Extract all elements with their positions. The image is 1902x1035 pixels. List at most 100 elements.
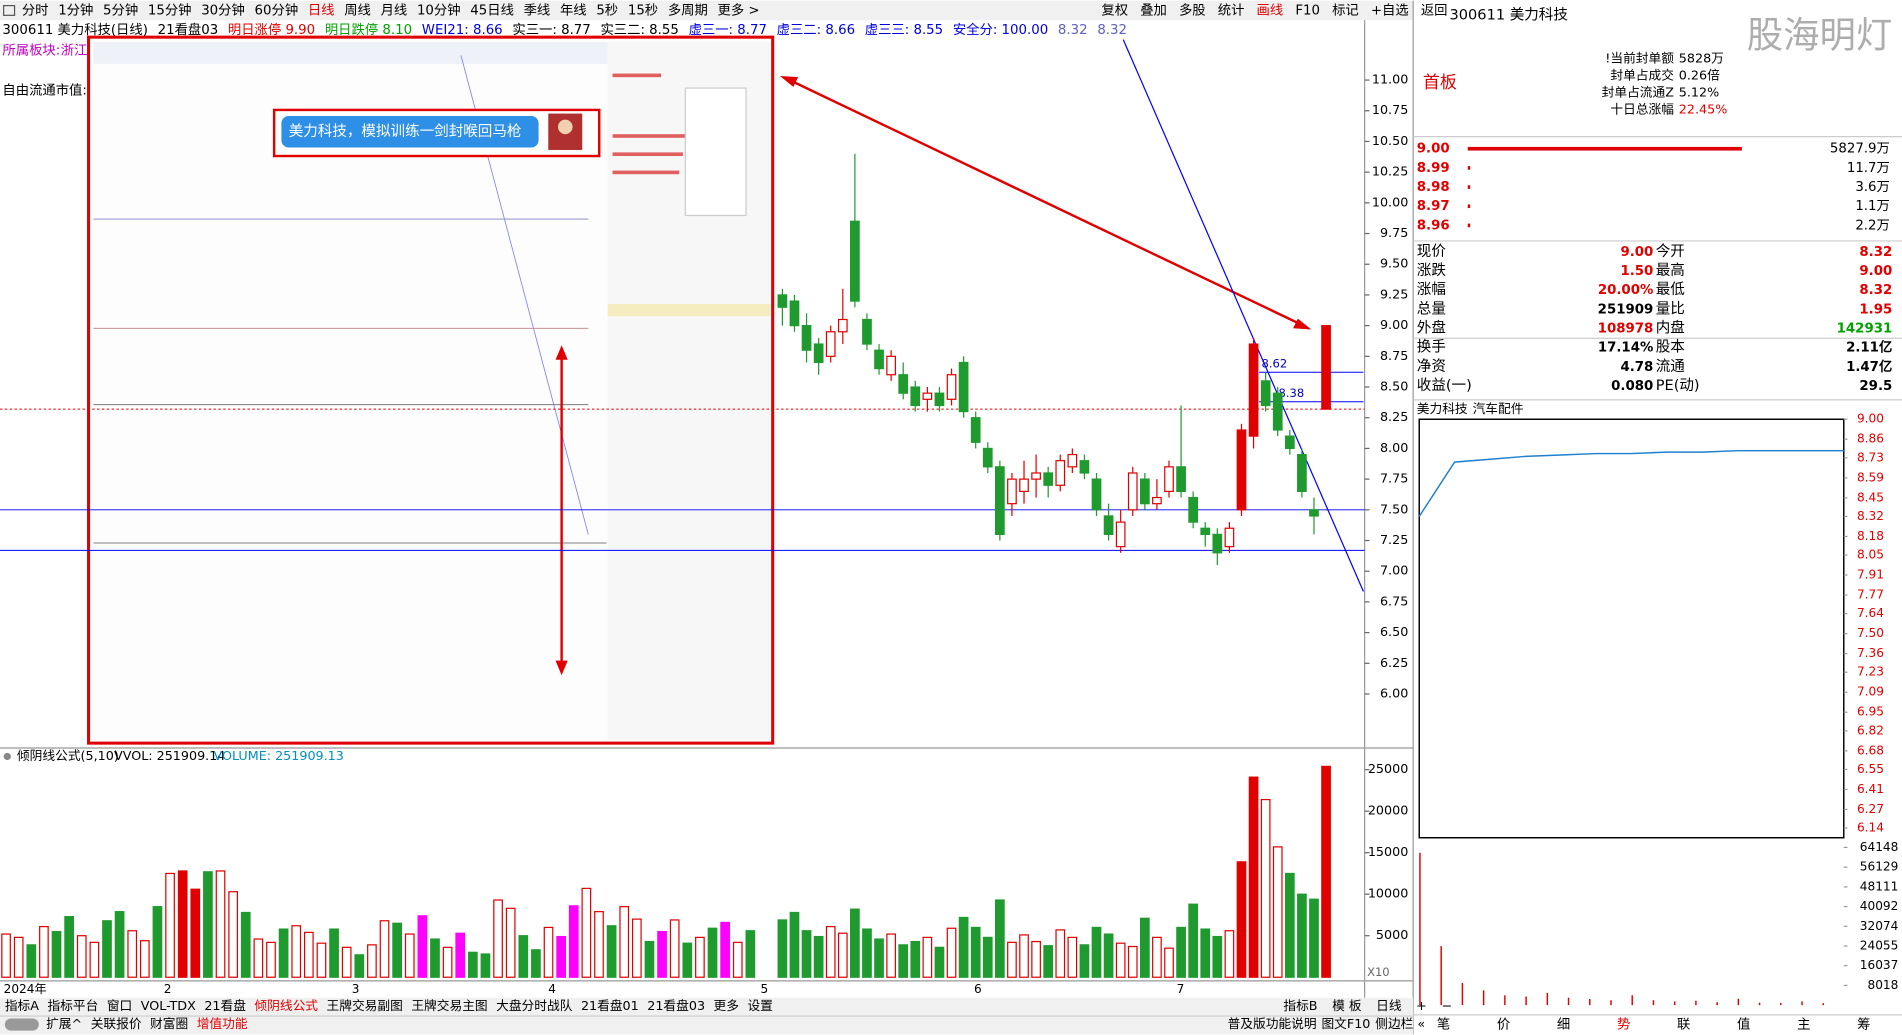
y-tick-label: 10.75	[1372, 103, 1408, 118]
indicator-tab[interactable]: 指标平台	[47, 999, 98, 1014]
volume-bar	[922, 936, 933, 978]
info-item: 明日跌停 8.10	[325, 21, 412, 38]
bid-volume: 5827.9万	[1830, 142, 1890, 157]
volume-bar	[898, 944, 909, 978]
inset-bar	[612, 134, 686, 138]
date-label: 3	[352, 982, 360, 996]
indicator-tab[interactable]: 21看盘	[204, 998, 246, 1014]
side-tab[interactable]: 值	[1737, 1017, 1750, 1033]
period-tab[interactable]: 60分钟	[255, 1, 299, 18]
side-tab[interactable]: 筹	[1857, 1016, 1870, 1033]
indicator-tab[interactable]: −	[1441, 999, 1452, 1014]
intraday-tick-label: 8.59	[1857, 470, 1884, 484]
indicator-tab[interactable]: 模 板	[1332, 999, 1362, 1014]
bid-bar	[1467, 146, 1742, 151]
indicator-tab[interactable]: 大盘分时战队	[496, 998, 573, 1014]
indicator-tab[interactable]: 窗口	[107, 999, 132, 1014]
tool-button[interactable]: 返回	[1421, 2, 1448, 18]
bottom-link[interactable]: 关联报价	[91, 1017, 142, 1032]
candle-body	[922, 392, 933, 400]
indicator-tab[interactable]: +	[1416, 999, 1427, 1014]
indicator-tab[interactable]: 指标A	[5, 999, 39, 1014]
period-tab[interactable]: 更多 >	[718, 1, 760, 18]
period-tab[interactable]: 15分钟	[148, 1, 192, 18]
volume-bar	[1224, 930, 1235, 978]
intraday-tick-label: 6.27	[1857, 802, 1884, 816]
tool-button[interactable]: +自选	[1371, 2, 1409, 18]
bottom-link[interactable]: 财富圈	[150, 1016, 188, 1032]
period-tab[interactable]: 30分钟	[201, 1, 245, 18]
tool-button[interactable]: F10	[1295, 3, 1320, 18]
period-tab[interactable]: 日线	[308, 2, 335, 18]
indicator-tab[interactable]: VOL-TDX	[141, 999, 196, 1014]
volume-bar	[1055, 929, 1066, 978]
side-tab[interactable]: 笔	[1437, 1017, 1450, 1033]
indicator-tab[interactable]: 日线	[1376, 999, 1402, 1014]
quote-value: 8.32	[1859, 283, 1892, 298]
candle-body	[958, 361, 969, 413]
indicator-tab[interactable]: 指标B	[1283, 999, 1317, 1014]
volume-bar	[89, 941, 100, 978]
volume-bar	[1139, 917, 1150, 978]
tool-button[interactable]: 统计	[1218, 2, 1245, 18]
quote-label: 流通	[1656, 358, 1686, 375]
quote-value: 8.32	[1859, 245, 1892, 260]
period-tab[interactable]: 季线	[524, 2, 551, 18]
intraday-vol-bar	[1610, 1000, 1612, 1006]
tool-button[interactable]: 标记	[1332, 2, 1359, 18]
y-tick-label: 10.25	[1372, 165, 1408, 180]
y-tick-label: 6.75	[1380, 594, 1408, 609]
volume-bar	[228, 891, 238, 978]
indicator-tab[interactable]: 王牌交易副图	[327, 998, 403, 1014]
side-tab[interactable]: 价	[1497, 1018, 1510, 1033]
intraday-vol-label: 48111	[1860, 879, 1899, 893]
volume-bar	[850, 908, 860, 978]
inset-bar	[612, 170, 680, 175]
bottom-link[interactable]: 扩展^	[46, 1017, 82, 1032]
volume-tick-label: 15000	[1368, 845, 1408, 860]
volume-tick-label: 20000	[1368, 804, 1408, 819]
indicator-tab[interactable]: 设置	[747, 999, 773, 1014]
info-item: WEI21: 8.66	[422, 23, 503, 38]
period-tab[interactable]: 5分钟	[103, 1, 138, 18]
volume-bar	[303, 931, 314, 978]
period-tab[interactable]: 15秒	[628, 2, 658, 18]
indicator-tab[interactable]: 21看盘03	[647, 998, 705, 1014]
intraday-vol-bar	[1652, 1000, 1655, 1006]
period-tab[interactable]: 5秒	[596, 2, 618, 18]
bottom-link[interactable]: 普及版功能说明	[1228, 1017, 1317, 1032]
period-tab[interactable]: 分时	[22, 2, 49, 18]
quote-label: 内盘	[1656, 319, 1685, 337]
tool-button[interactable]: 画线	[1257, 2, 1284, 18]
period-tab[interactable]: 年线	[560, 2, 587, 18]
indicator-tab[interactable]: 王牌交易主图	[411, 998, 487, 1014]
intraday-tick-label: 7.91	[1857, 568, 1884, 582]
candle-body	[1019, 478, 1029, 493]
period-tab[interactable]: 月线	[381, 2, 408, 18]
side-tab[interactable]: 细	[1557, 1017, 1570, 1033]
period-tab[interactable]: 多周期	[668, 1, 708, 18]
intraday-vol-bar	[1673, 1001, 1676, 1006]
indicator-tab[interactable]: 21看盘01	[581, 998, 639, 1014]
seal-value: 0.26倍	[1679, 68, 1720, 83]
indicator-tab[interactable]: 更多	[714, 999, 739, 1014]
candle-body	[1248, 343, 1259, 437]
side-tab[interactable]: 联	[1677, 1017, 1690, 1033]
bottom-link[interactable]: 侧边栏 «	[1375, 1017, 1425, 1032]
tool-button[interactable]: 多股	[1179, 1, 1206, 18]
bottom-link[interactable]: 增值功能	[197, 1016, 248, 1032]
side-tab[interactable]: 势	[1617, 1017, 1630, 1033]
period-tab[interactable]: 1分钟	[58, 1, 93, 18]
tool-button[interactable]: 复权	[1101, 1, 1128, 18]
date-label: 4	[548, 982, 556, 996]
bottom-link[interactable]: 图文F10	[1321, 1017, 1370, 1032]
period-tab[interactable]: 10分钟	[417, 1, 461, 18]
volume-icon	[3, 752, 11, 761]
volume-bar	[417, 915, 428, 978]
period-tab[interactable]: 45日线	[470, 2, 514, 18]
tool-button[interactable]: 叠加	[1140, 2, 1167, 18]
side-tab[interactable]: 主	[1797, 1017, 1810, 1033]
period-tab[interactable]: 周线	[344, 2, 371, 18]
toggle	[4, 1018, 39, 1031]
indicator-tab[interactable]: 倾阴线公式	[254, 999, 318, 1014]
